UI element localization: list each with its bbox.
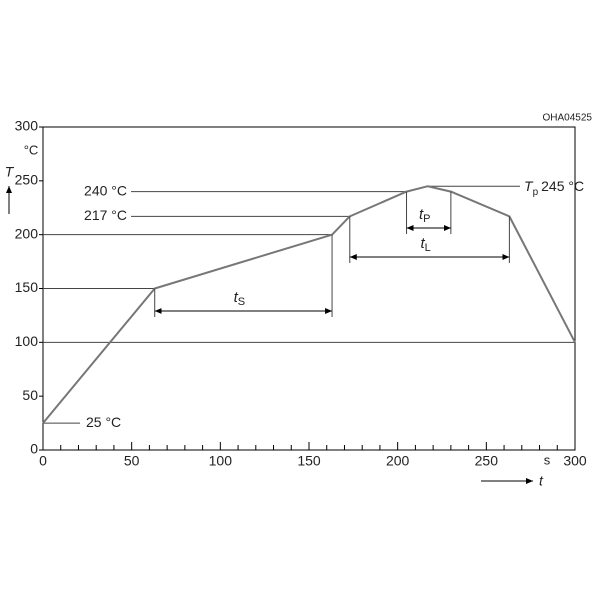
- interval-symbol: t: [419, 206, 424, 223]
- peak-label: Tp 245 °C: [524, 178, 584, 198]
- interval-symbol: t: [234, 289, 239, 306]
- interval-label: tL: [420, 235, 430, 254]
- interval-label: tP: [419, 206, 431, 225]
- x-tick-label: 50: [124, 453, 140, 469]
- interval-label: tS: [234, 289, 246, 308]
- y-tick-label: 100: [15, 333, 39, 349]
- y-tick-label: 250: [15, 172, 39, 188]
- figure-code: OHA04525: [543, 113, 593, 124]
- interval-symbol: t: [420, 235, 425, 252]
- level-label: 25 °C: [86, 414, 121, 430]
- y-unit: °C: [24, 142, 39, 157]
- peak-value: 245 °C: [541, 178, 584, 194]
- x-tick-label: 200: [386, 453, 410, 469]
- x-tick-label: 100: [209, 453, 233, 469]
- x-tick-label: 300: [563, 453, 587, 469]
- x-tick-label: 0: [39, 453, 47, 469]
- y-tick-label: 300: [15, 118, 39, 134]
- level-label: 217 °C: [84, 207, 127, 223]
- y-tick-label: 50: [22, 387, 38, 403]
- y-tick-label: 0: [30, 441, 38, 457]
- y-axis-label: T: [5, 164, 15, 180]
- x-unit: s: [544, 452, 551, 467]
- interval-subscript: S: [238, 296, 245, 308]
- x-axis-label: t: [539, 473, 544, 489]
- y-tick-label: 150: [15, 279, 39, 295]
- interval-subscript: L: [425, 242, 431, 254]
- peak-subscript: p: [533, 187, 539, 198]
- level-label: 240 °C: [84, 182, 127, 198]
- peak-symbol: T: [524, 178, 534, 194]
- interval-subscript: P: [423, 213, 430, 225]
- x-tick-label: 150: [297, 453, 321, 469]
- x-tick-label: 250: [475, 453, 499, 469]
- y-tick-label: 200: [15, 225, 39, 241]
